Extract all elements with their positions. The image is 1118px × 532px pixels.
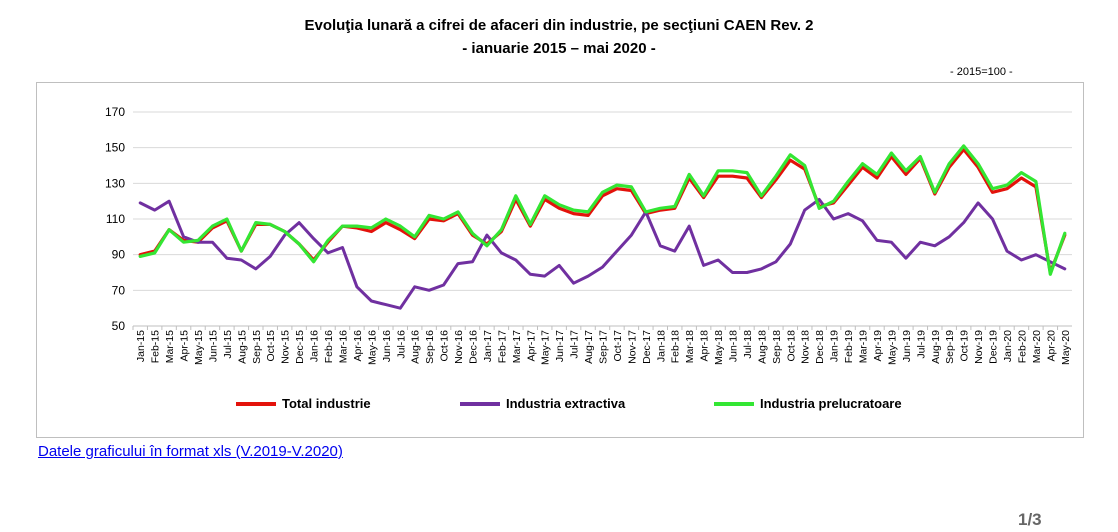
- x-tick-label: Mar-15: [164, 330, 176, 363]
- x-tick-label: Jun-19: [901, 330, 913, 362]
- x-tick-label: Sep-19: [944, 330, 956, 364]
- legend-industria-extractiva: Industria extractiva: [460, 396, 625, 411]
- x-tick-label: Feb-18: [670, 330, 682, 363]
- x-tick-label: Feb-19: [843, 330, 855, 363]
- x-tick-label: Apr-20: [1045, 330, 1057, 362]
- x-tick-label: Oct-19: [959, 330, 971, 362]
- x-tick-label: Jun-17: [554, 330, 566, 362]
- x-tick-label: May-17: [540, 330, 552, 365]
- y-tick-label: 110: [106, 212, 125, 226]
- x-tick-label: Nov-18: [800, 330, 812, 364]
- x-tick-label: Nov-19: [973, 330, 985, 364]
- x-tick-label: Jun-15: [207, 330, 219, 362]
- x-tick-label: Apr-16: [352, 330, 364, 362]
- x-tick-label: Mar-20: [1031, 330, 1043, 363]
- x-tick-label: Aug-18: [756, 330, 768, 364]
- legend-label-prelucratoare: Industria prelucratoare: [760, 396, 902, 411]
- x-tick-label: Jan-16: [309, 330, 321, 362]
- x-tick-label: Mar-17: [511, 330, 523, 363]
- x-tick-label: Aug-15: [236, 330, 248, 364]
- x-tick-label: Dec-15: [294, 330, 306, 364]
- x-tick-label: Feb-15: [150, 330, 162, 363]
- x-tick-label: Jul-17: [569, 330, 581, 359]
- x-tick-label: Apr-19: [872, 330, 884, 362]
- x-tick-label: Jul-18: [742, 330, 754, 359]
- series-line-industria-extractiva: [138, 197, 1067, 310]
- x-tick-label: May-16: [366, 330, 378, 365]
- y-tick-label: 170: [105, 105, 125, 119]
- x-tick-label: Sep-18: [771, 330, 783, 364]
- x-tick-label: Aug-17: [583, 330, 595, 364]
- x-tick-label: Jan-20: [1002, 330, 1014, 362]
- x-tick-label: Feb-20: [1016, 330, 1028, 363]
- x-tick-label: May-20: [1060, 330, 1072, 365]
- xls-data-link[interactable]: Datele graficului în format xls (V.2019-…: [38, 443, 343, 460]
- legend-label-total: Total industrie: [282, 396, 371, 411]
- x-tick-label: May-19: [886, 330, 898, 365]
- x-tick-label: Aug-16: [410, 330, 422, 364]
- x-tick-label: Dec-19: [988, 330, 1000, 364]
- x-tick-label: Nov-16: [453, 330, 465, 364]
- series-line-industria-prelucratoare: [138, 144, 1067, 276]
- x-tick-label: Jan-19: [829, 330, 841, 362]
- x-tick-label: Jul-15: [222, 330, 234, 359]
- x-tick-label: Jan-15: [135, 330, 147, 362]
- x-tick-label: Feb-17: [496, 330, 508, 363]
- legend-swatch-total: [236, 401, 276, 406]
- chart-subtitle: - ianuarie 2015 – mai 2020 -: [462, 40, 656, 57]
- x-tick-label: Sep-15: [251, 330, 263, 364]
- x-tick-label: May-18: [713, 330, 725, 365]
- y-tick-label: 130: [105, 176, 125, 190]
- x-tick-label: Nov-15: [280, 330, 292, 364]
- page-number: 1/3: [1018, 510, 1042, 529]
- x-tick-label: Nov-17: [626, 330, 638, 364]
- x-tick-label: Oct-17: [612, 330, 624, 362]
- x-tick-label: Dec-17: [641, 330, 653, 364]
- y-tick-label: 150: [105, 141, 125, 155]
- y-tick-label: 70: [112, 283, 126, 297]
- x-tick-label: Oct-18: [785, 330, 797, 362]
- chart-frame: [36, 82, 1084, 438]
- base-note: - 2015=100 -: [950, 66, 1013, 78]
- x-tick-label: Dec-18: [814, 330, 826, 364]
- legend-label-extractiva: Industria extractiva: [506, 396, 626, 411]
- x-tick-label: Oct-16: [439, 330, 451, 362]
- x-tick-label: Jun-18: [728, 330, 740, 362]
- x-tick-label: Feb-16: [323, 330, 335, 363]
- x-tick-label: Apr-15: [179, 330, 191, 362]
- legend-industria-prelucratoare: Industria prelucratoare: [714, 396, 902, 411]
- x-tick-label: Sep-16: [424, 330, 436, 364]
- x-tick-label: Mar-19: [858, 330, 870, 363]
- legend-swatch-prelucratoare: [714, 401, 754, 406]
- x-tick-label: May-15: [193, 330, 205, 365]
- x-tick-label: Jun-16: [381, 330, 393, 362]
- x-tick-label: Apr-18: [699, 330, 711, 362]
- x-tick-label: Aug-19: [930, 330, 942, 364]
- x-tick-label: Jan-17: [482, 330, 494, 362]
- x-tick-label: Oct-15: [265, 330, 277, 362]
- x-tick-label: Sep-17: [598, 330, 610, 364]
- legend-total-industrie: Total industrie: [236, 396, 371, 411]
- x-tick-label: Mar-18: [684, 330, 696, 363]
- y-tick-label: 90: [112, 248, 126, 262]
- x-tick-label: Dec-16: [467, 330, 479, 364]
- x-tick-label: Jul-19: [915, 330, 927, 359]
- y-tick-label: 50: [112, 319, 126, 333]
- x-tick-label: Apr-17: [525, 330, 537, 362]
- x-tick-label: Jul-16: [395, 330, 407, 359]
- x-tick-label: Jan-18: [655, 330, 667, 362]
- x-tick-label: Mar-16: [337, 330, 349, 363]
- legend-swatch-extractiva: [460, 401, 500, 406]
- chart-title: Evoluţia lunară a cifrei de afaceri din …: [304, 17, 814, 34]
